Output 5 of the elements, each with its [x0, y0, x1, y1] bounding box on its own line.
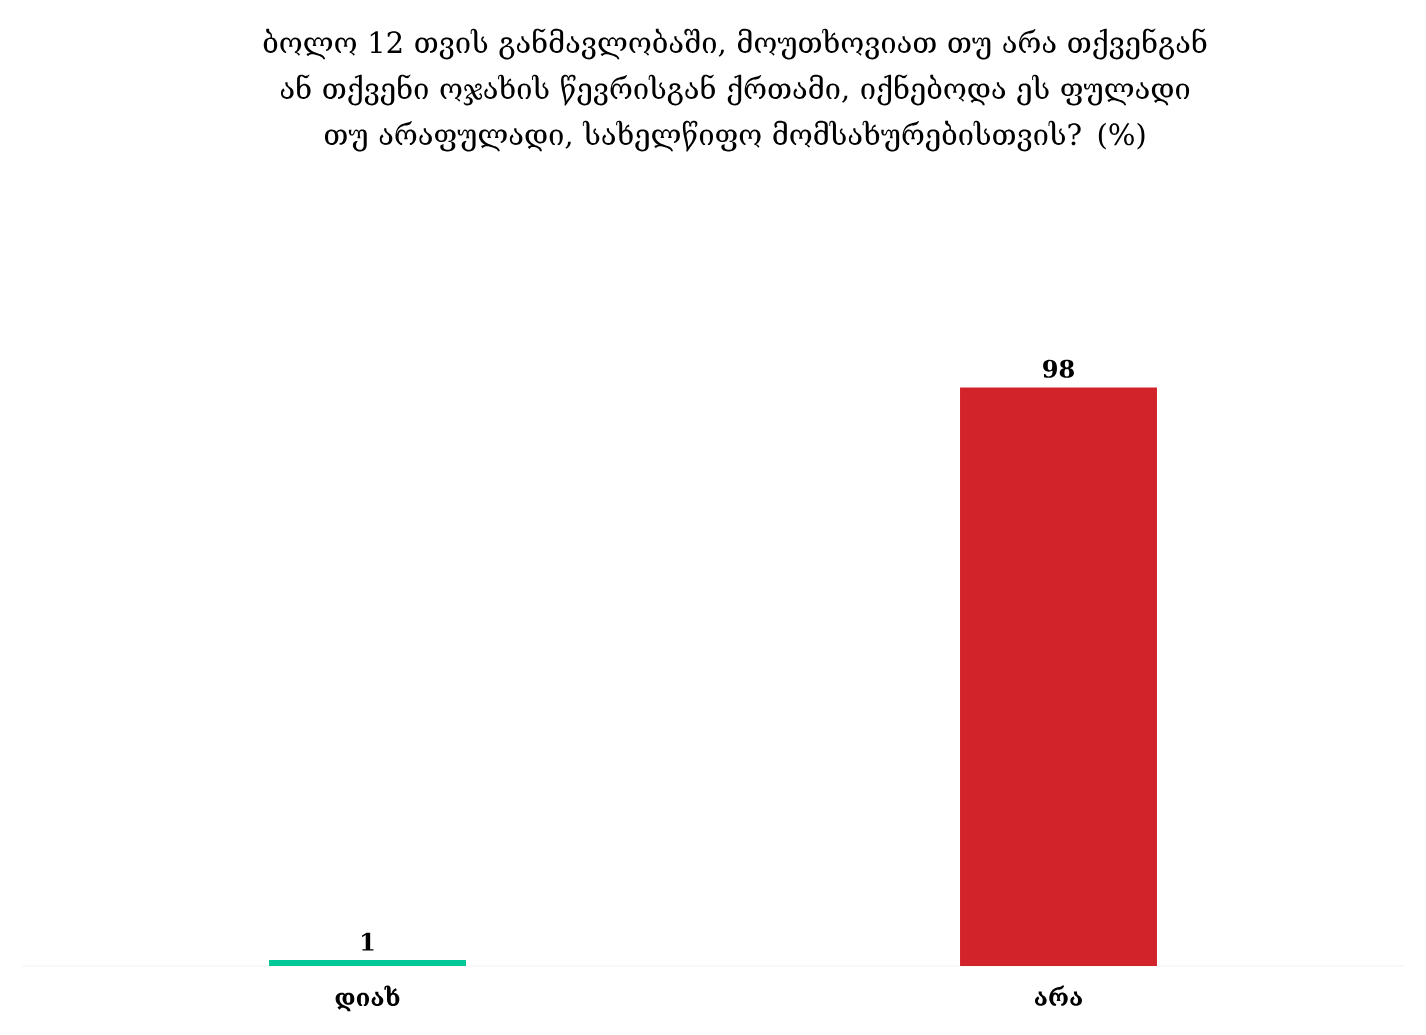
- data-label: 1: [362, 932, 374, 951]
- x-tick-label: არა: [1035, 985, 1082, 1006]
- data-label: 98: [1043, 359, 1074, 378]
- chart-title: ბოლო 12 თვის განმავლობაში, მოუთხოვიათ თუ არა თქვენგან ან თქვენი ოჯახის წევრისგან ქრთამი, იქნებოდა ეს ფულადი თუ არაფულადი, სახელწიფო მომსახურებისთვის? (%): [263, 28, 1207, 152]
- x-tick-label: დიახ: [335, 985, 400, 1012]
